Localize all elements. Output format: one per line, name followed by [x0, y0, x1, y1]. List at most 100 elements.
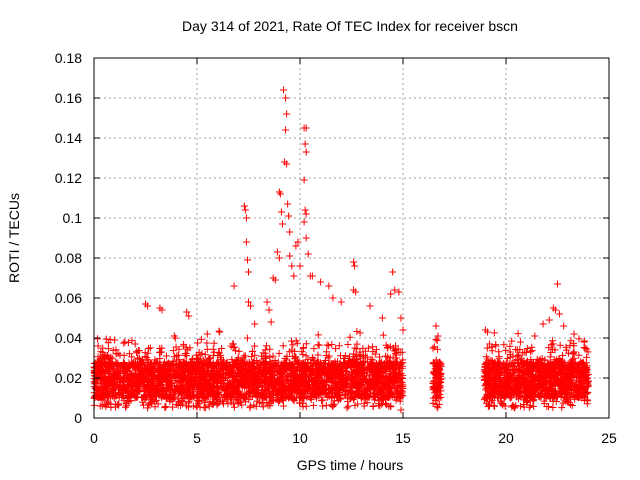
data-point: [583, 345, 591, 353]
data-point: [499, 386, 507, 394]
data-point: [223, 393, 231, 401]
data-point: [210, 339, 218, 347]
data-point: [227, 398, 235, 406]
data-point: [546, 353, 554, 361]
data-point: [246, 360, 254, 368]
x-tick-label: 5: [193, 430, 201, 446]
data-point: [242, 214, 250, 222]
data-point: [126, 369, 134, 377]
data-point: [319, 396, 327, 404]
data-point: [209, 367, 217, 375]
data-point: [436, 361, 444, 369]
data-point: [291, 347, 299, 355]
data-point: [246, 404, 254, 412]
y-tick-label: 0.18: [55, 50, 82, 66]
data-point: [359, 390, 367, 398]
data-point: [399, 356, 407, 364]
data-point: [197, 335, 205, 343]
data-point: [565, 381, 573, 389]
data-point: [204, 368, 212, 376]
x-tick-label: 20: [498, 430, 514, 446]
data-point: [226, 370, 234, 378]
data-point: [189, 402, 197, 410]
data-point: [583, 353, 591, 361]
data-point: [389, 268, 397, 276]
data-point: [263, 376, 271, 384]
data-point: [194, 400, 202, 408]
data-point: [391, 383, 399, 391]
data-point: [153, 373, 161, 381]
data-point: [354, 400, 362, 408]
data-point: [499, 401, 507, 409]
data-point: [125, 374, 133, 382]
data-point: [266, 345, 274, 353]
data-point: [341, 364, 349, 372]
data-point: [226, 361, 234, 369]
data-point: [486, 340, 494, 348]
data-point: [514, 330, 522, 338]
data-point: [366, 377, 374, 385]
data-point: [542, 380, 550, 388]
data-point: [202, 381, 210, 388]
data-point: [302, 340, 310, 348]
data-point: [242, 361, 250, 369]
data-point: [333, 389, 341, 397]
data-point: [296, 399, 304, 407]
data-point: [352, 351, 360, 359]
data-point: [247, 402, 255, 410]
data-point: [234, 395, 242, 403]
data-point: [292, 242, 300, 250]
data-point: [530, 364, 538, 372]
data-point: [128, 360, 136, 368]
data-point: [216, 373, 224, 381]
data-point: [543, 370, 551, 378]
data-point: [525, 403, 533, 411]
data-point: [265, 306, 273, 314]
data-point: [518, 359, 526, 367]
data-point: [369, 343, 377, 351]
data-point: [505, 382, 513, 390]
data-point: [365, 394, 373, 402]
data-point: [376, 369, 384, 377]
data-point: [217, 370, 225, 378]
data-point: [201, 399, 209, 407]
data-point: [120, 339, 128, 347]
data-point: [495, 388, 503, 396]
data-point: [322, 364, 330, 372]
data-point: [557, 377, 565, 385]
data-point: [298, 348, 306, 356]
data-point: [152, 396, 160, 404]
data-point: [399, 384, 407, 392]
data-point: [304, 392, 312, 400]
data-point: [293, 339, 301, 347]
data-point: [391, 286, 399, 294]
data-point: [242, 238, 250, 246]
data-point: [242, 398, 250, 406]
data-point: [295, 372, 303, 380]
data-point: [256, 358, 264, 366]
data-point: [508, 337, 516, 345]
data-point: [497, 368, 505, 376]
data-point: [539, 320, 547, 328]
data-point: [294, 366, 302, 374]
data-point: [326, 390, 334, 398]
data-point: [372, 346, 380, 354]
data-point: [355, 391, 363, 399]
data-point: [558, 367, 566, 375]
data-point: [266, 389, 274, 397]
data-point: [187, 368, 195, 376]
data-point: [288, 262, 296, 270]
data-point: [290, 272, 298, 280]
data-point: [299, 351, 307, 359]
data-point: [294, 238, 302, 246]
data-point: [558, 391, 566, 399]
data-point: [109, 380, 117, 388]
data-point: [189, 376, 197, 384]
data-point: [395, 367, 403, 375]
data-point: [286, 228, 294, 236]
data-point: [556, 310, 564, 318]
y-tick-label: 0.14: [55, 130, 82, 146]
data-point: [234, 354, 242, 362]
data-point: [329, 294, 337, 302]
data-point: [160, 387, 168, 395]
